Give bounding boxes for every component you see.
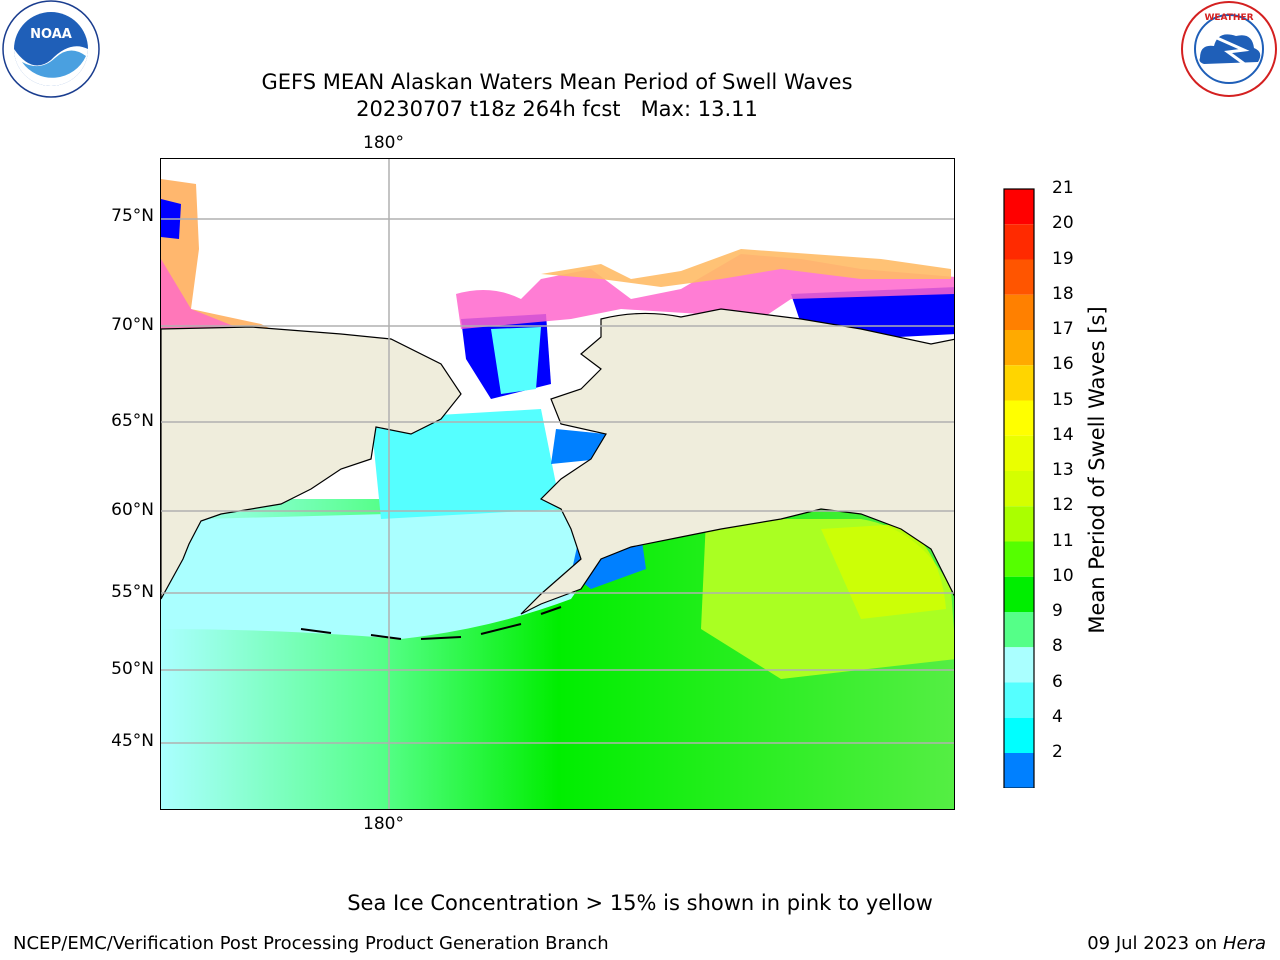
colorbar-swatch (1004, 576, 1034, 612)
colorbar-swatch (1004, 330, 1034, 366)
colorbar-swatch (1004, 224, 1034, 260)
lon-label-top: 180° (363, 133, 404, 153)
colorbar-tick-label: 18 (1052, 283, 1074, 304)
chart-title: GEFS MEAN Alaskan Waters Mean Period of … (261, 70, 853, 94)
graticule (161, 159, 954, 809)
colorbar-swatch (1004, 647, 1034, 683)
map-canvas (161, 159, 954, 809)
colorbar-swatch (1004, 682, 1034, 718)
colorbar-tick-label: 20 (1052, 213, 1074, 234)
colorbar-swatch (1004, 400, 1034, 436)
colorbar-swatch (1004, 612, 1034, 648)
colorbar-swatch (1004, 471, 1034, 507)
lat-label: 65°N (111, 411, 154, 431)
colorbar-tick-label: 10 (1052, 565, 1074, 586)
colorbar-tick-label: 15 (1052, 389, 1074, 410)
run-date: 09 Jul 2023 on Hera (1087, 933, 1266, 954)
lat-label: 55°N (111, 582, 154, 602)
colorbar-tick-label: 11 (1052, 530, 1074, 551)
colorbar-swatch (1004, 717, 1034, 753)
sea-ice-west-pink (161, 259, 241, 331)
colorbar-tick-label: 17 (1052, 319, 1074, 339)
land-alaska (520, 308, 954, 615)
colorbar-swatch (1004, 435, 1034, 471)
sea-ice-orange (541, 249, 951, 287)
colorbar-swatch (1004, 294, 1034, 330)
run-host: Hera (1222, 933, 1266, 954)
sea-ice-note: Sea Ice Concentration > 15% is shown in … (347, 891, 933, 915)
colorbar-swatch (1004, 365, 1034, 401)
colorbar-swatch (1004, 753, 1034, 789)
svg-text:NOAA: NOAA (30, 27, 72, 42)
colorbar-tick-label: 21 (1052, 178, 1074, 198)
credit-text: NCEP/EMC/Verification Post Processing Pr… (13, 933, 609, 954)
colorbar-tick-label: 9 (1052, 601, 1063, 621)
nws-logo: WEATHER (1178, 0, 1280, 100)
colorbar-swatch (1004, 189, 1034, 225)
chart-subtitle: 20230707 t18z 264h fcst Max: 13.11 (356, 97, 758, 121)
map-panel (160, 158, 955, 810)
colorbar-tick-label: 4 (1052, 706, 1063, 727)
land-siberia (161, 326, 462, 600)
chukchi-cyan-field (491, 327, 541, 394)
colorbar-tick-label: 13 (1052, 460, 1074, 480)
lat-label: 45°N (111, 731, 154, 751)
colorbar (1003, 188, 1035, 818)
colorbar-swatches (1003, 188, 1035, 818)
lat-label: 75°N (111, 206, 154, 226)
colorbar-tick-label: 8 (1052, 636, 1063, 657)
aleutian-islands (300, 606, 562, 640)
gulf-high-field (821, 524, 946, 619)
lat-label: 70°N (111, 315, 154, 335)
run-date-text: 09 Jul 2023 on (1087, 933, 1223, 954)
svg-text:WEATHER: WEATHER (1204, 13, 1253, 23)
colorbar-swatch (1004, 541, 1034, 577)
norton-sound-field (551, 429, 606, 464)
lat-label: 60°N (111, 500, 154, 520)
noaa-logo: NOAA (0, 0, 104, 100)
sea-ice-west-orange (161, 179, 281, 334)
colorbar-tick-label: 6 (1052, 671, 1063, 692)
lat-label: 50°N (111, 659, 154, 679)
colorbar-tick-label: 14 (1052, 424, 1074, 445)
colorbar-tick-label: 16 (1052, 354, 1074, 375)
colorbar-swatch (1004, 506, 1034, 542)
colorbar-swatch (1004, 259, 1034, 295)
colorbar-label: Mean Period of Swell Waves [s] (1085, 306, 1109, 634)
colorbar-tick-label: 12 (1052, 495, 1074, 516)
bering-sea-field (161, 509, 586, 639)
colorbar-tick-label: 19 (1052, 248, 1074, 269)
bering-strait-field (371, 409, 561, 519)
lon-label-bottom: 180° (363, 814, 404, 834)
colorbar-tick-label: 2 (1052, 742, 1063, 762)
